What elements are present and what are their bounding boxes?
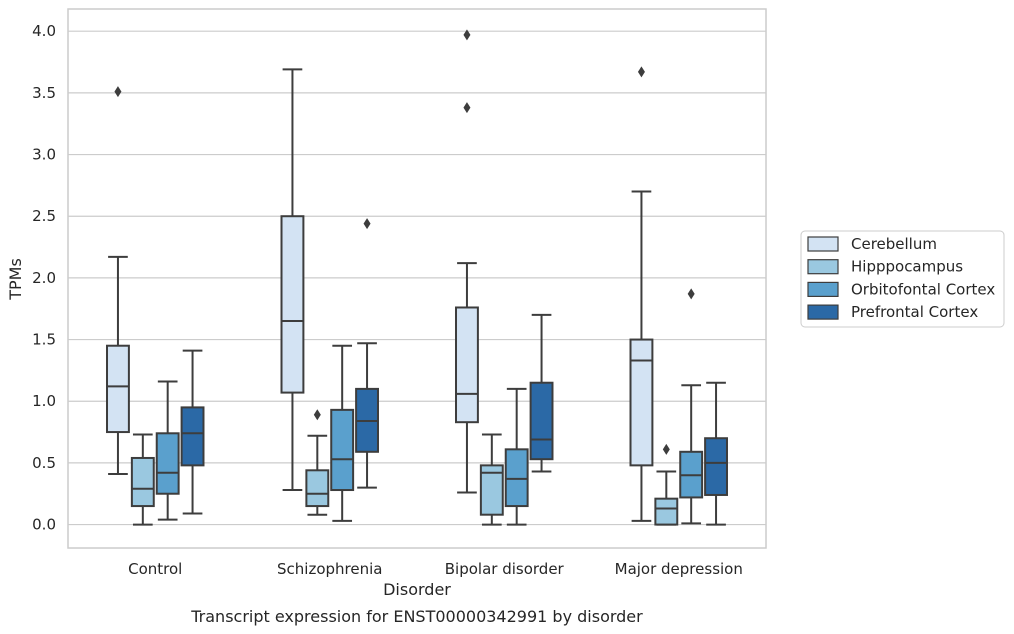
box-prefrontal-cortex-0 — [180, 349, 205, 515]
x-tick-label: Bipolar disorder — [445, 560, 565, 578]
box-hipppocampus-3 — [654, 443, 679, 526]
box-iqr — [130, 456, 155, 508]
box-cerebellum-1 — [280, 68, 305, 492]
box-iqr — [629, 338, 654, 467]
box-iqr — [305, 469, 330, 508]
x-tick-labels: Control Schizophrenia Bipolar disorder Majo… — [128, 560, 743, 578]
box-prefrontal-cortex-2 — [529, 313, 554, 473]
box-orbitofontal-cortex-0 — [155, 380, 180, 521]
legend-label: Cerebellum — [851, 235, 937, 253]
y-tick-label: 3.5 — [32, 84, 56, 102]
box-orbitofontal-cortex-1 — [330, 344, 355, 522]
box-iqr — [280, 215, 305, 394]
legend: Cerebellum Hipppocampus Orbitofontal Corte… — [800, 230, 1005, 328]
x-axis-label: Disorder — [383, 580, 451, 599]
box-iqr — [330, 408, 355, 492]
y-tick-label: 2.5 — [32, 207, 56, 225]
box-hipppocampus-1 — [305, 409, 330, 516]
box-iqr — [155, 432, 180, 495]
box-cerebellum-2 — [455, 29, 479, 494]
x-tick-label: Major depression — [615, 560, 743, 578]
outlier-point — [114, 86, 122, 98]
box-iqr — [704, 437, 728, 496]
outlier-point — [313, 409, 321, 421]
outlier-point — [463, 29, 471, 41]
box-iqr — [106, 344, 130, 434]
box-iqr — [479, 464, 504, 516]
outlier-point — [463, 102, 471, 114]
box-prefrontal-cortex-3 — [704, 381, 728, 526]
legend-frame — [800, 230, 1005, 328]
y-tick-label: 1.0 — [32, 392, 56, 410]
plot-frame — [67, 8, 767, 549]
legend-swatch — [807, 304, 839, 320]
outlier-point — [662, 443, 670, 455]
y-tick-label: 0.5 — [32, 454, 56, 472]
chart-caption: Transcript expression for ENST0000034299… — [190, 607, 643, 626]
y-axis-label: TPMs — [6, 258, 25, 301]
legend-label: Hipppocampus — [851, 258, 963, 276]
y-tick-label: 4.0 — [32, 22, 56, 40]
box-cerebellum-3 — [629, 66, 654, 522]
y-tick-label: 3.0 — [32, 146, 56, 164]
box-iqr — [504, 448, 529, 508]
box-iqr — [529, 381, 554, 461]
x-tick-label: Control — [128, 560, 182, 578]
legend-swatch — [807, 236, 839, 252]
box-hipppocampus-0 — [130, 433, 155, 526]
x-tick-label: Schizophrenia — [277, 560, 382, 578]
legend-label: Prefrontal Cortex — [851, 303, 978, 321]
legend-swatch — [807, 281, 839, 297]
box-prefrontal-cortex-1 — [355, 218, 379, 489]
box-orbitofontal-cortex-3 — [679, 288, 704, 525]
y-tick-labels: 0.0 0.5 1.0 1.5 2.0 2.5 3.0 3.5 4.0 — [32, 22, 56, 533]
y-tick-label: 2.0 — [32, 269, 56, 287]
box-iqr — [654, 497, 679, 526]
legend-swatch — [807, 259, 839, 275]
box-cerebellum-0 — [106, 86, 130, 475]
box-iqr — [455, 306, 479, 424]
y-tick-label: 0.0 — [32, 516, 56, 534]
outlier-point — [637, 66, 645, 78]
outlier-point — [687, 288, 695, 300]
outlier-point — [363, 218, 371, 230]
box-orbitofontal-cortex-2 — [504, 387, 529, 526]
box-series — [106, 29, 728, 526]
box-hipppocampus-2 — [479, 433, 504, 526]
y-tick-label: 1.5 — [32, 331, 56, 349]
legend-label: Orbitofontal Cortex — [851, 280, 995, 298]
gridlines — [68, 30, 766, 526]
box-iqr — [180, 406, 205, 467]
